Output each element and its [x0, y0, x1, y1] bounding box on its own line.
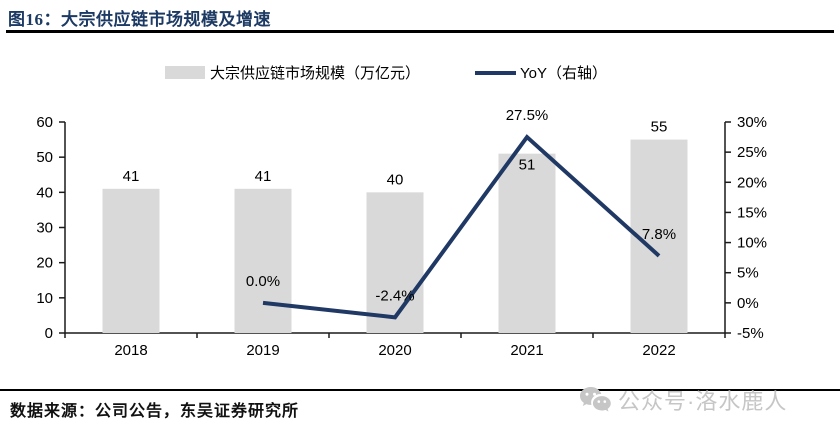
- x-axis-category-label: 2022: [642, 342, 675, 359]
- bar: [498, 153, 556, 333]
- left-axis-tick-label: 60: [36, 114, 53, 131]
- legend-item-bar-series: 大宗供应链市场规模（万亿元）: [165, 62, 420, 83]
- x-axis-category-label: 2020: [378, 342, 411, 359]
- left-axis-tick-label: 20: [36, 255, 53, 272]
- bar-value-label: 41: [123, 168, 140, 185]
- data-source-note: 数据来源：公司公告，东吴证券研究所: [10, 403, 300, 420]
- right-axis-tick-label: -5%: [737, 325, 764, 342]
- right-axis-tick-label: 5%: [737, 265, 759, 282]
- bar-value-label: 41: [255, 168, 272, 185]
- watermark: 公众号·洛水鹿人: [578, 384, 787, 416]
- line-series-label: YoY（右轴）: [520, 65, 607, 82]
- title-divider: [6, 30, 834, 33]
- bar-value-label: 51: [519, 157, 536, 174]
- right-axis-tick-label: 30%: [737, 114, 767, 131]
- line-value-label: 27.5%: [506, 107, 549, 124]
- right-axis-tick-label: 20%: [737, 174, 767, 191]
- footer-divider: [0, 389, 840, 391]
- yoy-line: [262, 134, 661, 320]
- bar: [234, 188, 292, 333]
- x-axis-category-label: 2019: [246, 342, 279, 359]
- line-value-label: 7.8%: [642, 226, 676, 243]
- right-axis-tick-label: 25%: [737, 144, 767, 161]
- left-axis-tick-label: 10: [36, 290, 53, 307]
- bar-series-swatch: [165, 66, 205, 79]
- left-axis-tick-label: 50: [36, 149, 53, 166]
- watermark-text: 公众号·洛水鹿人: [618, 389, 788, 414]
- legend-item-line-series: YoY（右轴）: [475, 62, 607, 83]
- bar-value-label: 40: [387, 171, 404, 188]
- left-axis-tick-label: 0: [45, 325, 53, 342]
- line-series-swatch: [475, 70, 517, 75]
- line-value-label: -2.4%: [375, 287, 414, 304]
- left-axis-tick-label: 40: [36, 184, 53, 201]
- bar: [102, 188, 160, 333]
- x-axis-category-label: 2018: [114, 342, 147, 359]
- bar: [366, 192, 424, 333]
- wechat-icon: [580, 387, 611, 412]
- left-axis-tick-label: 30: [36, 220, 53, 237]
- bar-series-label: 大宗供应链市场规模（万亿元）: [210, 65, 421, 82]
- right-axis-tick-label: 15%: [737, 204, 767, 221]
- right-axis-tick-label: 0%: [737, 295, 759, 312]
- bar-value-label: 55: [651, 119, 668, 136]
- figure-title: 图16：大宗供应链市场规模及增速: [8, 10, 271, 29]
- right-axis-tick-label: 10%: [737, 235, 767, 252]
- x-axis-category-label: 2021: [510, 342, 543, 359]
- chart-legend: 大宗供应链市场规模（万亿元） YoY（右轴）: [165, 62, 607, 83]
- line-value-label: 0.0%: [246, 273, 280, 290]
